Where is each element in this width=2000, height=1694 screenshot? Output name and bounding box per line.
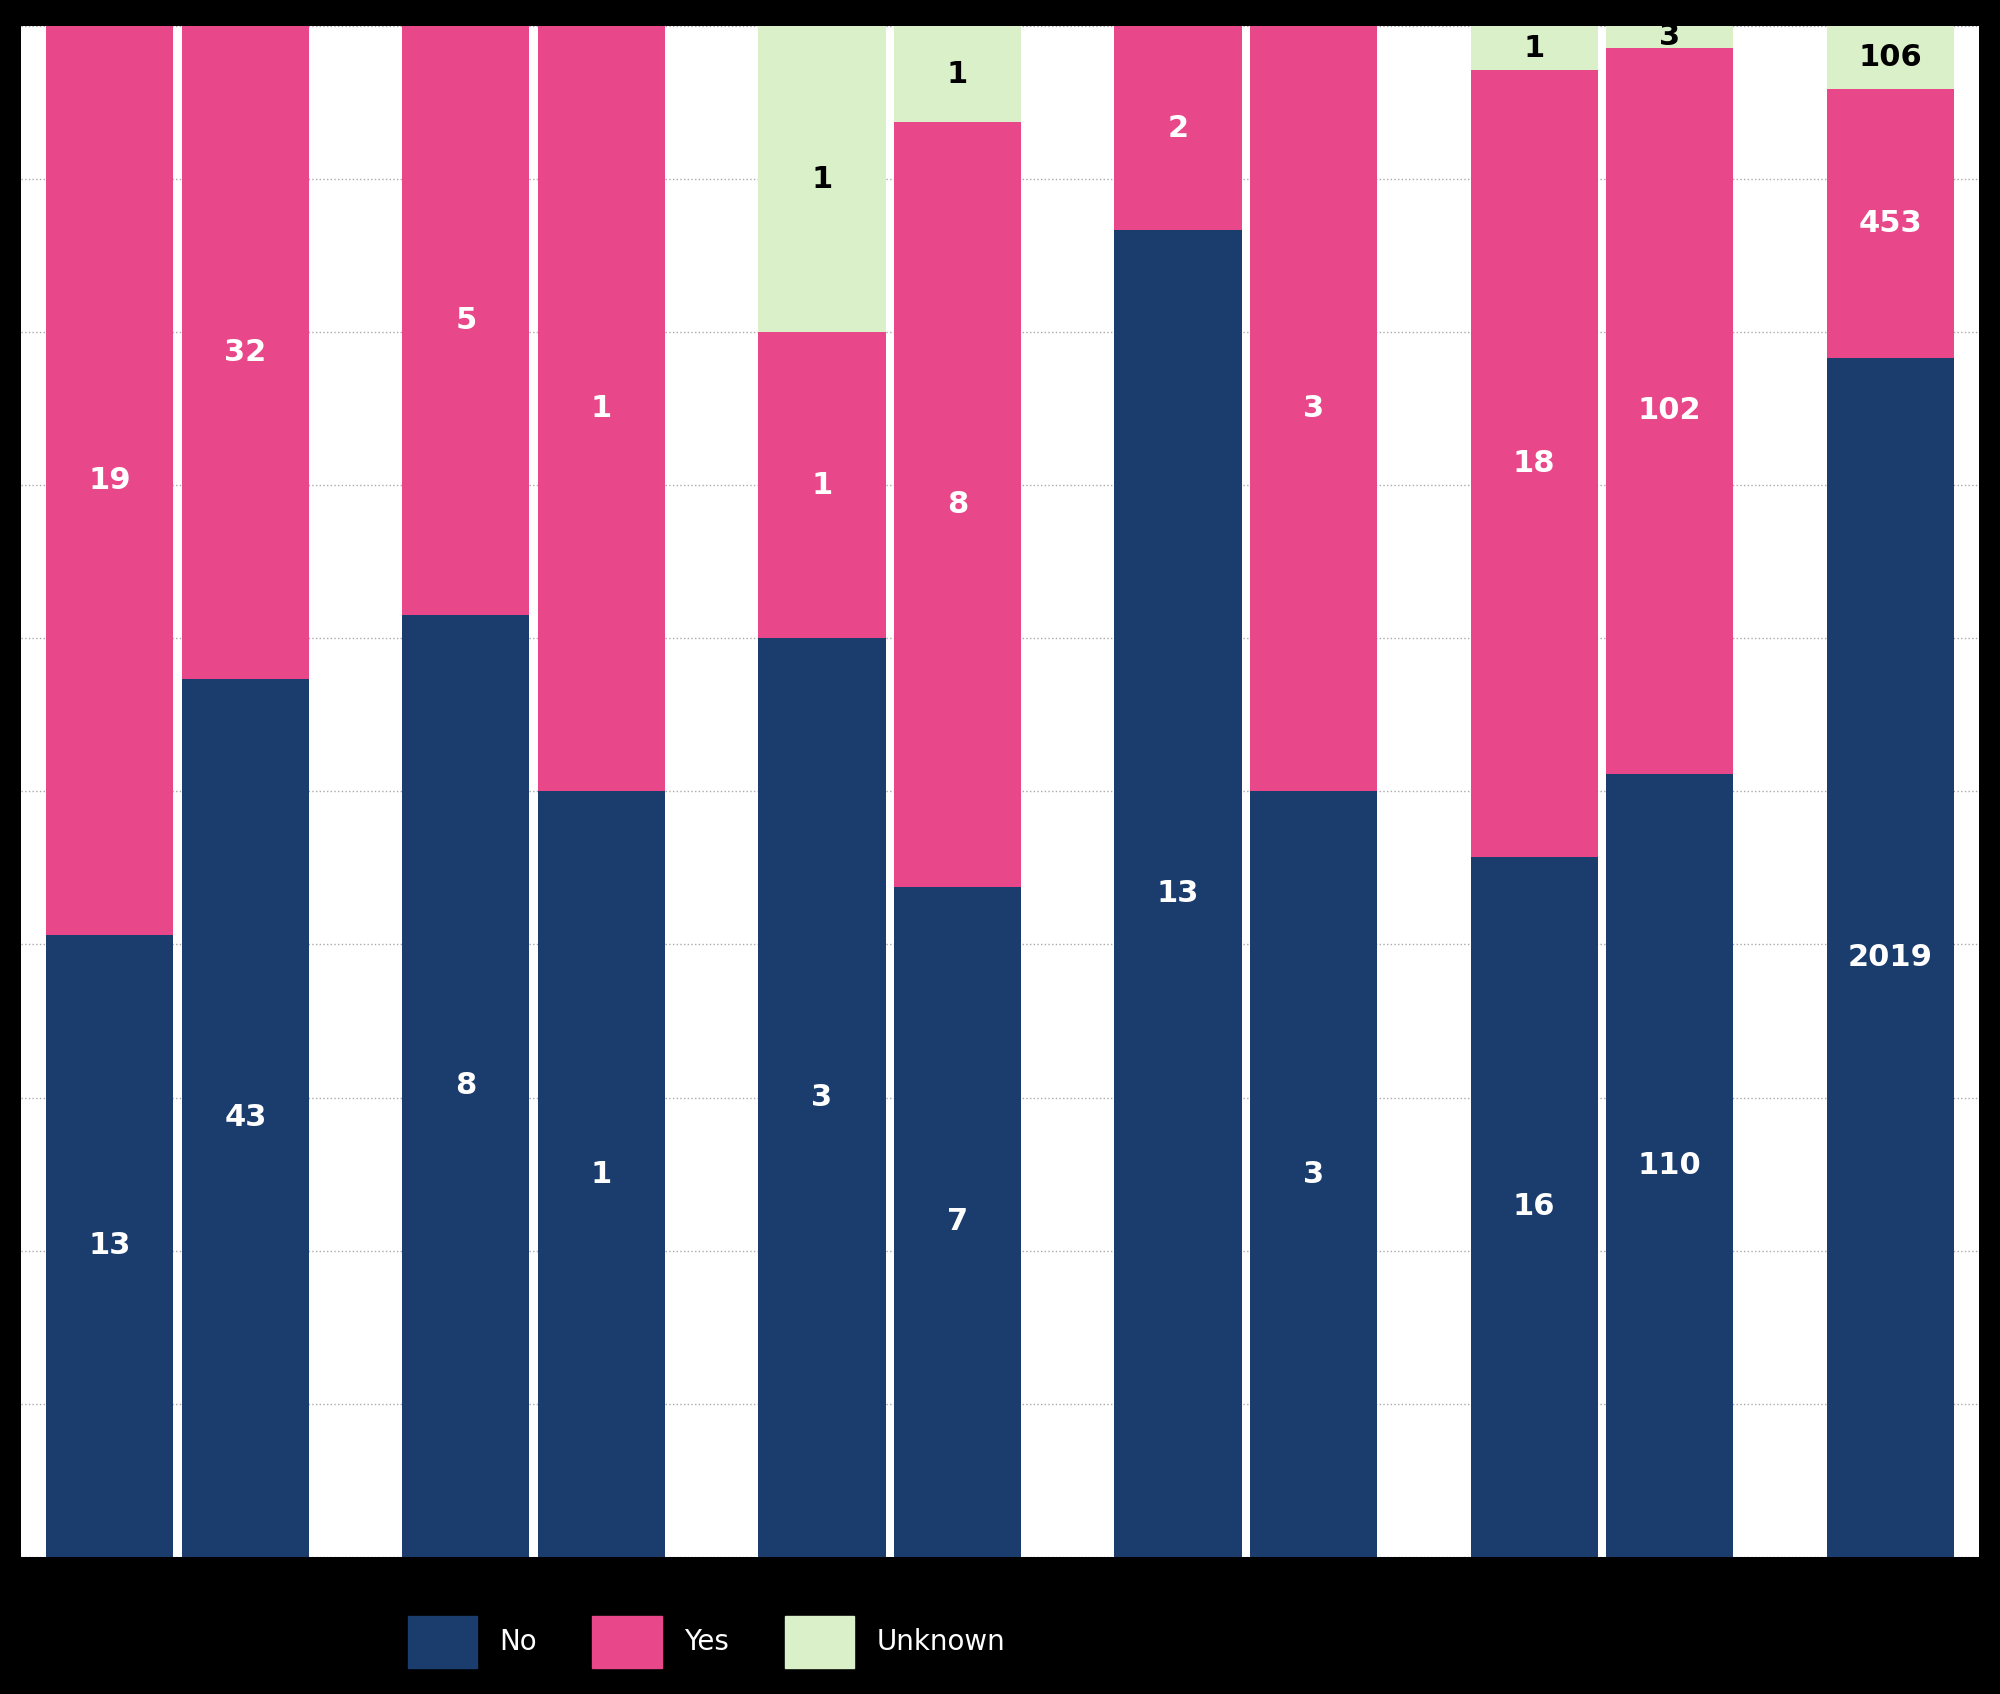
Bar xyxy=(1250,25,1378,791)
Bar xyxy=(538,25,666,791)
Bar xyxy=(1470,857,1598,1557)
Text: 32: 32 xyxy=(224,339,266,368)
Bar xyxy=(1606,774,1734,1557)
Text: 453: 453 xyxy=(1858,208,1922,239)
Text: 16: 16 xyxy=(1512,1193,1556,1221)
Bar xyxy=(46,935,174,1557)
Bar xyxy=(894,25,1022,122)
Bar xyxy=(1606,25,1734,47)
Bar xyxy=(1826,25,1954,90)
Text: 3: 3 xyxy=(1660,22,1680,51)
Bar xyxy=(1606,47,1734,774)
Bar xyxy=(402,25,530,615)
Bar xyxy=(1114,25,1242,230)
Text: 106: 106 xyxy=(1858,42,1922,73)
Text: 8: 8 xyxy=(456,1071,476,1099)
Text: 1: 1 xyxy=(812,164,832,193)
Text: 1: 1 xyxy=(946,59,968,88)
Text: 43: 43 xyxy=(224,1103,266,1132)
Bar xyxy=(758,25,886,332)
Bar xyxy=(894,122,1022,888)
Bar xyxy=(182,25,310,679)
Text: 1: 1 xyxy=(590,1159,612,1189)
Legend: No, Yes, Unknown: No, Yes, Unknown xyxy=(380,1589,1032,1694)
Bar xyxy=(894,888,1022,1557)
Bar xyxy=(1826,357,1954,1557)
Text: 3: 3 xyxy=(1304,1159,1324,1189)
Text: 102: 102 xyxy=(1638,396,1702,425)
Bar xyxy=(758,639,886,1557)
Text: 19: 19 xyxy=(88,466,132,495)
Text: 13: 13 xyxy=(1156,879,1200,908)
Text: 18: 18 xyxy=(1512,449,1556,478)
Text: 5: 5 xyxy=(456,307,476,335)
Bar xyxy=(538,791,666,1557)
Text: 1: 1 xyxy=(1524,34,1544,63)
Text: 1: 1 xyxy=(590,395,612,424)
Text: 1: 1 xyxy=(812,471,832,500)
Bar xyxy=(402,615,530,1557)
Text: 2019: 2019 xyxy=(1848,944,1932,972)
Bar xyxy=(1250,791,1378,1557)
Text: 3: 3 xyxy=(1304,395,1324,424)
Bar xyxy=(1826,90,1954,357)
Text: 7: 7 xyxy=(948,1208,968,1237)
Text: 13: 13 xyxy=(88,1232,132,1260)
Bar xyxy=(1114,230,1242,1557)
Bar xyxy=(758,332,886,639)
Text: 2: 2 xyxy=(1168,113,1188,142)
Bar xyxy=(182,679,310,1557)
Bar xyxy=(1470,25,1598,69)
Text: 3: 3 xyxy=(812,1082,832,1111)
Text: 110: 110 xyxy=(1638,1150,1702,1179)
Bar xyxy=(1470,69,1598,857)
Bar xyxy=(46,25,174,935)
Text: 8: 8 xyxy=(946,490,968,518)
